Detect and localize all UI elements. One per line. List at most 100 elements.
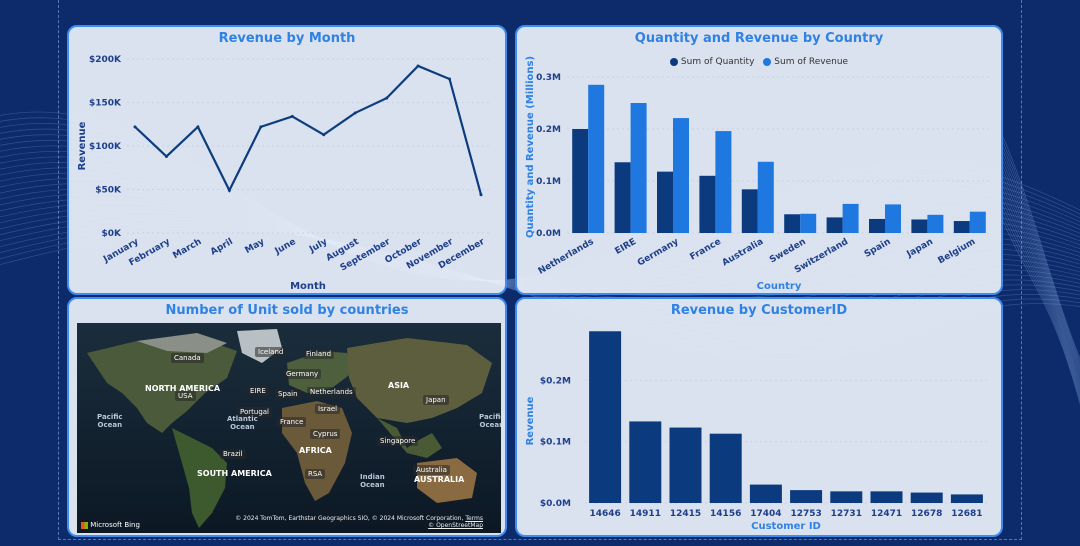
map-marker-portugal[interactable]: Portugal [237, 407, 272, 417]
bar-revenue [910, 492, 943, 503]
x-tick-label: Japan [904, 237, 934, 260]
bar-revenue [870, 491, 903, 503]
revenue-by-month-panel[interactable]: Revenue by Month $0K $50K $100K $150K $200K J… [67, 25, 507, 295]
y-tick-label: 0.1M [536, 177, 561, 187]
map-marker-eire[interactable]: EIRE [247, 386, 269, 396]
y-tick-label: $150K [89, 99, 122, 109]
y-tick-label: $0.1M [540, 438, 571, 448]
attribution-text: © 2024 TomTom, Earthstar Geographics SIO… [235, 515, 464, 522]
revenue-by-customer-chart[interactable]: $0.0M $0.1M $0.2M 14646 14911 12415 14156 17404… [517, 299, 1001, 535]
line-point [353, 111, 357, 115]
y-tick-label: $0K [102, 229, 123, 239]
map-ocean-label: Pacific Ocean [97, 413, 123, 429]
line-point [479, 193, 483, 197]
bar-revenue [715, 131, 732, 233]
legend-label: Sum of Revenue [774, 57, 849, 67]
legend-item-revenue[interactable]: Sum of Revenue [763, 57, 848, 67]
bar-revenue [629, 421, 662, 503]
line-point [259, 125, 263, 129]
terms-link[interactable]: Terms [465, 515, 483, 522]
legend-item-quantity[interactable]: Sum of Quantity [669, 57, 754, 67]
x-tick-label: EIRE [614, 237, 639, 257]
y-tick-label: $200K [89, 55, 122, 65]
map-region-label: SOUTH AMERICA [197, 469, 272, 478]
y-tick-label: 0.0M [536, 229, 561, 239]
map-marker-cyprus[interactable]: Cyprus [310, 429, 341, 439]
map-marker-spain[interactable]: Spain [275, 389, 301, 399]
line-point [196, 125, 200, 129]
world-map[interactable]: Canada Iceland Finland Germany USA EIRE … [77, 323, 501, 533]
x-axis-title: Country [757, 281, 802, 292]
units-map-panel[interactable]: Number of Unit sold by countries [67, 297, 507, 537]
line-point [290, 114, 294, 118]
x-tick-label: Spain [863, 237, 893, 260]
map-marker-canada[interactable]: Canada [171, 353, 204, 363]
y-tick-label: 0.3M [536, 73, 561, 83]
y-tick-label: 0.2M [536, 125, 561, 135]
map-marker-israel[interactable]: Israel [315, 404, 341, 414]
bar-quantity [741, 189, 758, 233]
x-tick-label: 12471 [871, 509, 902, 519]
map-marker-germany[interactable]: Germany [283, 369, 322, 379]
bar-quantity [911, 219, 928, 233]
x-tick-label: 14646 [589, 509, 620, 519]
x-tick-label: March [171, 237, 203, 261]
line-point [416, 64, 420, 68]
map-marker-singapore[interactable]: Singapore [377, 436, 419, 446]
map-marker-finland[interactable]: Finland [303, 349, 335, 359]
bar-revenue [885, 204, 901, 233]
x-tick-label: Germany [636, 237, 681, 269]
x-tick-label: 14156 [710, 509, 741, 519]
qty-revenue-country-panel[interactable]: Quantity and Revenue by Country Sum of Q… [515, 25, 1003, 295]
bar-revenue [673, 118, 689, 233]
x-tick-label: April [209, 237, 235, 258]
map-marker-usa[interactable]: USA [175, 391, 196, 401]
map-marker-rsa[interactable]: RSA [305, 469, 326, 479]
map-ocean-label: Indian Ocean [360, 473, 385, 489]
panel-title: Number of Unit sold by countries [165, 303, 409, 318]
map-marker-france[interactable]: France [277, 417, 307, 427]
bar-revenue [927, 214, 944, 233]
x-tick-label: France [689, 237, 723, 263]
map-ocean-label: Pacific Ocean [479, 413, 501, 429]
legend-dot-icon [669, 57, 678, 66]
map-marker-brazil[interactable]: Brazil [220, 449, 246, 459]
bar-revenue [588, 84, 605, 233]
y-tick-label: $50K [95, 186, 122, 196]
openstreetmap-link[interactable]: © OpenStreetMap [428, 522, 483, 529]
legend: Sum of Quantity Sum of Revenue [517, 57, 1001, 67]
bar-revenue [749, 484, 782, 503]
y-tick-label: $100K [89, 142, 122, 152]
map-region-label: ASIA [388, 381, 410, 390]
map-marker-netherlands[interactable]: Netherlands [307, 387, 356, 397]
bar-quantity [614, 162, 631, 233]
x-tick-label: 12753 [790, 509, 821, 519]
x-tick-label: July [307, 237, 329, 256]
map-marker-australia[interactable]: Australia [413, 465, 450, 475]
x-tick-label: Belgium [936, 237, 977, 266]
bing-logo: Microsoft Bing [81, 521, 140, 529]
line-point [133, 125, 137, 129]
bar-revenue [589, 331, 622, 503]
x-tick-label: 14911 [630, 509, 661, 519]
y-tick-label: $0.0M [540, 499, 571, 509]
x-axis-title: Customer ID [751, 521, 821, 532]
x-tick-label: June [273, 237, 298, 257]
x-axis-title: Month [290, 281, 326, 292]
x-tick-label: 17404 [750, 509, 781, 519]
bar-quantity [699, 175, 716, 233]
map-marker-iceland[interactable]: Iceland [255, 347, 287, 357]
y-axis-title: Revenue [77, 121, 88, 170]
revenue-by-customer-panel[interactable]: Revenue by CustomerID $0.0M $0.1M $0.2M 146… [515, 297, 1003, 537]
panel-title: Quantity and Revenue by Country [634, 31, 884, 46]
x-tick-label: 12731 [831, 509, 862, 519]
panel-title: Revenue by Month [218, 31, 356, 46]
map-marker-japan[interactable]: Japan [423, 395, 449, 405]
bar-quantity [826, 217, 843, 233]
map-region-label: AFRICA [299, 446, 332, 455]
bar-quantity [953, 221, 970, 233]
line-point [322, 133, 326, 137]
legend-dot-icon [763, 57, 772, 66]
